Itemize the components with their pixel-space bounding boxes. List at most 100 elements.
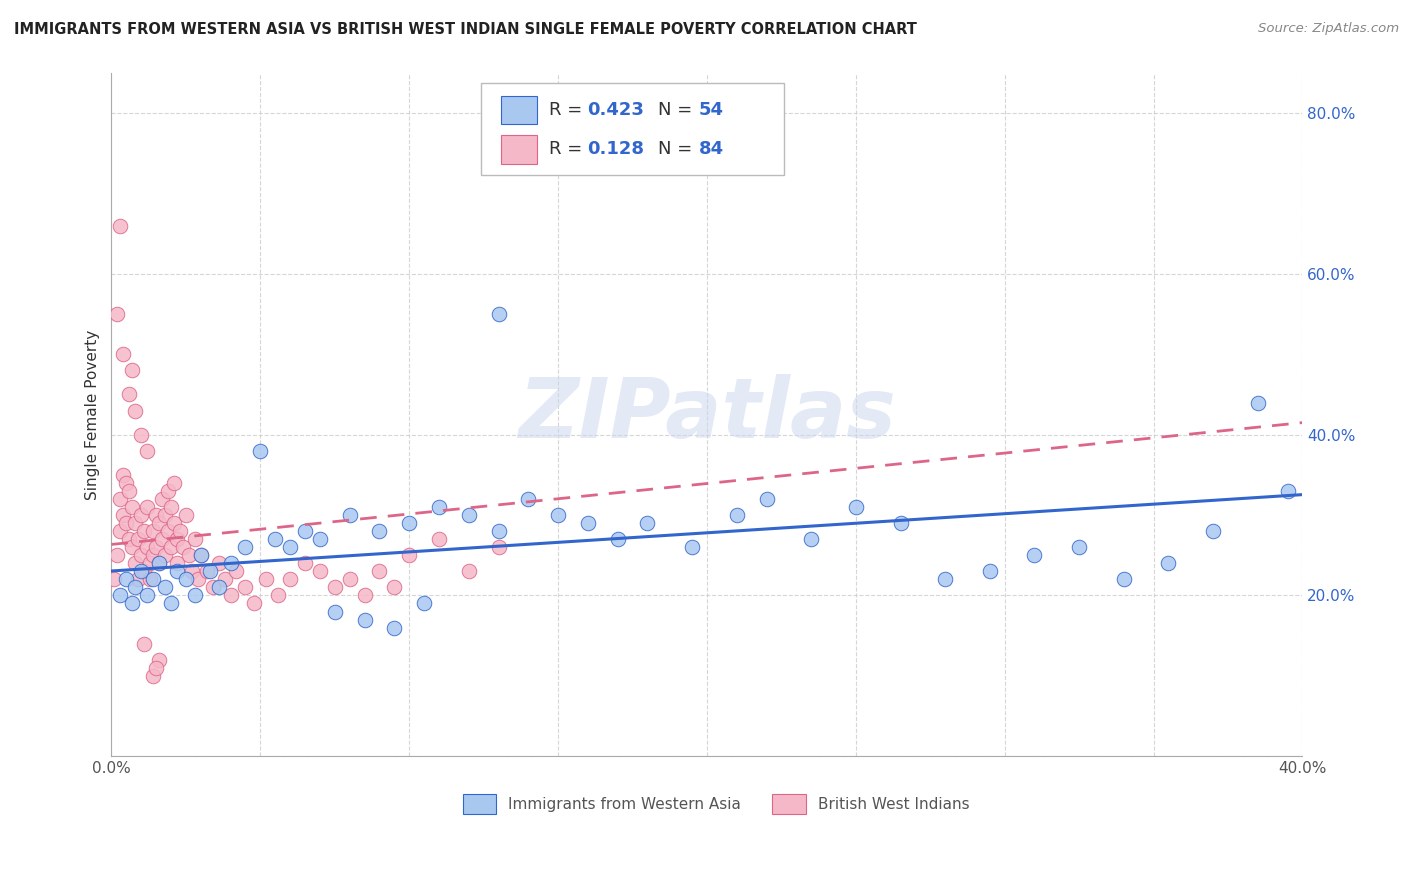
- Point: [606, 532, 628, 546]
- Point: [148, 653, 170, 667]
- Point: [145, 508, 167, 522]
- Point: [115, 516, 138, 530]
- Point: [129, 427, 152, 442]
- Point: [150, 491, 173, 506]
- Point: [368, 524, 391, 538]
- Point: [148, 556, 170, 570]
- Point: [136, 540, 159, 554]
- Point: [488, 307, 510, 321]
- Point: [124, 581, 146, 595]
- Point: [190, 548, 212, 562]
- Point: [576, 516, 599, 530]
- Point: [127, 572, 149, 586]
- Point: [112, 467, 135, 482]
- Point: [1112, 572, 1135, 586]
- Bar: [501, 136, 537, 164]
- Point: [166, 564, 188, 578]
- Point: [294, 556, 316, 570]
- Point: [110, 219, 132, 233]
- Point: [398, 516, 420, 530]
- Point: [184, 589, 207, 603]
- Point: [121, 363, 143, 377]
- Point: [153, 508, 176, 522]
- Point: [243, 597, 266, 611]
- Point: [353, 613, 375, 627]
- Point: [187, 572, 209, 586]
- Bar: [501, 95, 537, 124]
- Text: ZIPatlas: ZIPatlas: [517, 374, 896, 455]
- Point: [800, 532, 823, 546]
- Point: [142, 524, 165, 538]
- Point: [118, 532, 141, 546]
- Point: [118, 387, 141, 401]
- Point: [174, 508, 197, 522]
- Y-axis label: Single Female Poverty: Single Female Poverty: [86, 329, 100, 500]
- Point: [148, 556, 170, 570]
- Point: [124, 556, 146, 570]
- Text: Source: ZipAtlas.com: Source: ZipAtlas.com: [1258, 22, 1399, 36]
- Text: IMMIGRANTS FROM WESTERN ASIA VS BRITISH WEST INDIAN SINGLE FEMALE POVERTY CORREL: IMMIGRANTS FROM WESTERN ASIA VS BRITISH …: [14, 22, 917, 37]
- Point: [308, 564, 330, 578]
- Point: [124, 516, 146, 530]
- Point: [160, 540, 183, 554]
- Text: 0.128: 0.128: [586, 141, 644, 159]
- Point: [1247, 395, 1270, 409]
- Point: [1024, 548, 1046, 562]
- Point: [214, 572, 236, 586]
- Point: [184, 532, 207, 546]
- Point: [219, 589, 242, 603]
- Point: [121, 500, 143, 514]
- Text: N =: N =: [658, 141, 699, 159]
- Point: [413, 597, 436, 611]
- Bar: [463, 794, 496, 814]
- Point: [457, 564, 479, 578]
- Point: [264, 532, 287, 546]
- Point: [547, 508, 569, 522]
- Point: [174, 572, 197, 586]
- Point: [153, 548, 176, 562]
- Point: [353, 589, 375, 603]
- Point: [1277, 483, 1299, 498]
- Point: [1202, 524, 1225, 538]
- Point: [145, 661, 167, 675]
- Point: [219, 556, 242, 570]
- Point: [845, 500, 868, 514]
- Point: [136, 589, 159, 603]
- Point: [142, 548, 165, 562]
- Point: [129, 564, 152, 578]
- Point: [979, 564, 1001, 578]
- Point: [166, 556, 188, 570]
- Point: [934, 572, 956, 586]
- Point: [134, 564, 156, 578]
- Point: [118, 483, 141, 498]
- Point: [382, 621, 405, 635]
- Text: British West Indians: British West Indians: [818, 797, 969, 812]
- Point: [398, 548, 420, 562]
- Point: [115, 475, 138, 490]
- Bar: [772, 794, 806, 814]
- Point: [177, 548, 200, 562]
- Point: [145, 540, 167, 554]
- Point: [235, 581, 257, 595]
- Point: [278, 540, 301, 554]
- Point: [323, 605, 346, 619]
- Point: [115, 572, 138, 586]
- Point: [134, 524, 156, 538]
- Point: [129, 548, 152, 562]
- Point: [160, 597, 183, 611]
- Point: [308, 532, 330, 546]
- Point: [427, 532, 450, 546]
- Point: [160, 500, 183, 514]
- Text: Immigrants from Western Asia: Immigrants from Western Asia: [508, 797, 741, 812]
- Point: [1157, 556, 1180, 570]
- Point: [105, 307, 128, 321]
- Point: [166, 532, 188, 546]
- Point: [110, 589, 132, 603]
- Point: [294, 524, 316, 538]
- Point: [254, 572, 277, 586]
- Point: [129, 508, 152, 522]
- Point: [112, 508, 135, 522]
- Point: [121, 540, 143, 554]
- Point: [889, 516, 911, 530]
- Point: [139, 572, 162, 586]
